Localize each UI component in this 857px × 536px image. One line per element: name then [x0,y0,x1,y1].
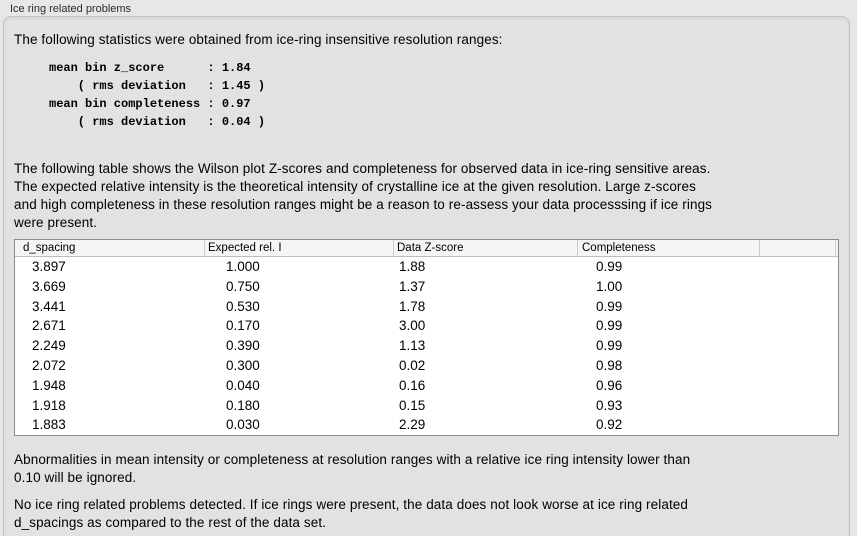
table-cell: 0.99 [577,336,759,356]
table-cell [759,415,835,436]
table-cell [835,316,838,337]
table-cell [835,276,838,297]
table-body: 3.897 1.000 1.88 0.99 3.669 0.750 1.37 1.00 3.44… [15,257,838,436]
table-cell: 0.98 [577,355,759,376]
table-cell: 0.300 [204,355,393,376]
table-cell: 1.000 [204,257,393,277]
table-cell: 0.99 [577,296,759,317]
table-cell: 0.180 [204,395,393,416]
table-cell: 0.15 [393,395,577,416]
table-cell: 0.390 [204,336,393,356]
table-cell: 0.93 [577,395,759,416]
conclusion-text: No ice ring related problems detected. I… [14,497,689,531]
table-cell: 3.441 [15,296,204,317]
table-cell: 0.02 [393,355,577,376]
table-cell: 1.37 [393,276,577,297]
table-cell: 1.88 [393,257,577,277]
table-header-row: d_spacing Expected rel. I Data Z-score Comp… [15,240,838,257]
table-row[interactable]: 1.948 0.040 0.16 0.96 [15,375,838,396]
ice-ring-section-box: The following statistics were obtained f… [3,16,850,536]
table-cell [759,355,835,376]
table-cell [759,375,835,396]
table-row[interactable]: 3.441 0.530 1.78 0.99 [15,296,838,317]
table-cell: 1.948 [15,375,204,396]
table-cell: 3.897 [15,257,204,277]
table-cell: 1.00 [577,276,759,297]
table-cell: 0.170 [204,316,393,337]
table-cell: 2.249 [15,336,204,356]
ice-ring-table[interactable]: d_spacing Expected rel. I Data Z-score Comp… [14,239,839,437]
table-cell: 1.918 [15,395,204,416]
table-cell: 0.040 [204,375,393,396]
table-header: d_spacing Expected rel. I Data Z-score Comp… [15,240,838,257]
table-cell: 0.16 [393,375,577,396]
stats-summary-block: mean bin z_score : 1.84 ( rms deviation … [49,61,266,129]
table-cell: 3.669 [15,276,204,297]
table-row[interactable]: 2.249 0.390 1.13 0.99 [15,336,838,356]
table-cell: 0.530 [204,296,393,317]
table-cell [835,395,838,416]
table-cell [759,296,835,317]
table-cell: 1.883 [15,415,204,436]
column-header-spacer[interactable] [835,240,838,257]
table-row[interactable]: 2.072 0.300 0.02 0.98 [15,355,838,376]
column-header-spacer[interactable] [759,240,835,257]
table-cell [835,415,838,436]
table-cell [835,296,838,317]
table-cell: 1.13 [393,336,577,356]
column-header-completeness[interactable]: Completeness [577,240,759,257]
table-cell [835,257,838,277]
table-cell [835,375,838,396]
table-row[interactable]: 2.671 0.170 3.00 0.99 [15,316,838,337]
section-title: Ice ring related problems [10,3,132,15]
table-cell: 0.030 [204,415,393,436]
ignore-note-text: Abnormalities in mean intensity or compl… [14,452,691,486]
table-cell: 1.78 [393,296,577,317]
table-cell [759,276,835,297]
table-cell: 0.99 [577,316,759,337]
table-cell: 0.92 [577,415,759,436]
column-header-d-spacing[interactable]: d_spacing [15,240,204,257]
table-cell [835,355,838,376]
column-header-expected-rel-i[interactable]: Expected rel. I [204,240,393,257]
table-cell [759,336,835,356]
table-cell: 2.29 [393,415,577,436]
table-cell [759,257,835,277]
table-row[interactable]: 1.883 0.030 2.29 0.92 [15,415,838,436]
table-cell [759,316,835,337]
table-cell [835,336,838,356]
table-description-text: The following table shows the Wilson plo… [14,161,713,230]
table-cell: 3.00 [393,316,577,337]
table-cell [759,395,835,416]
table-row[interactable]: 1.918 0.180 0.15 0.93 [15,395,838,416]
table-cell: 0.750 [204,276,393,297]
table-row[interactable]: 3.669 0.750 1.37 1.00 [15,276,838,297]
stats-intro-text: The following statistics were obtained f… [14,32,503,47]
table-row[interactable]: 3.897 1.000 1.88 0.99 [15,257,838,277]
table-cell: 0.96 [577,375,759,396]
table-cell: 2.671 [15,316,204,337]
column-header-data-z-score[interactable]: Data Z-score [393,240,577,257]
table-cell: 0.99 [577,257,759,277]
table-cell: 2.072 [15,355,204,376]
